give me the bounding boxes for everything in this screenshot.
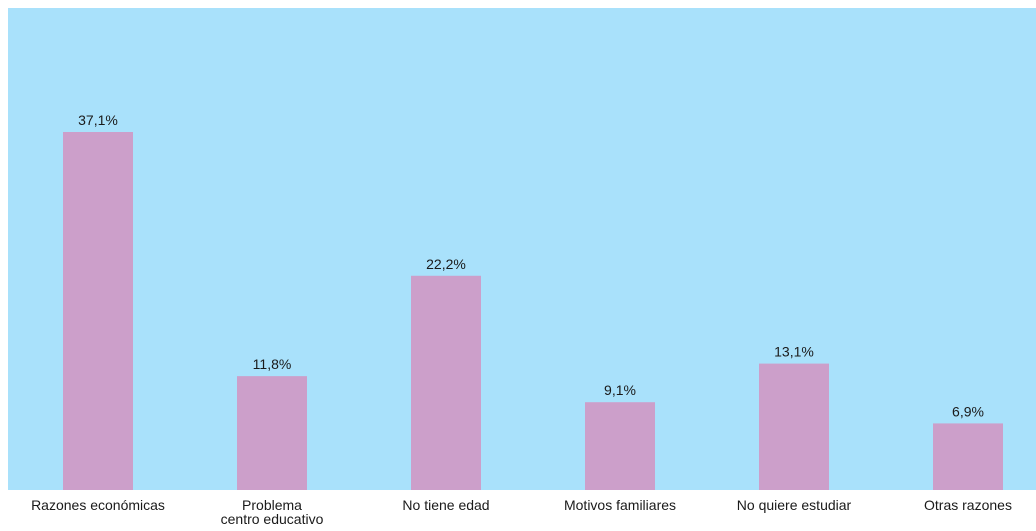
value-labels-layer: 37,1% 11,8% 22,2% 9,1% 13,1% 6,9% [78, 112, 984, 419]
bars-layer [63, 132, 1003, 490]
plot-background [8, 8, 1036, 490]
bar [585, 402, 655, 490]
bar [411, 275, 481, 490]
bar-value-label: 11,8% [253, 356, 292, 372]
category-label: Razones económicas [31, 497, 165, 513]
bar-value-label: 22,2% [426, 256, 466, 272]
category-label: Problema centro educativo [221, 497, 324, 527]
category-label: No tiene edad [402, 497, 489, 513]
bar-value-label: 37,1% [78, 112, 118, 128]
bar [63, 132, 133, 490]
bar [759, 363, 829, 490]
bar [933, 423, 1003, 490]
category-label: Motivos familiares [564, 497, 676, 513]
category-label: Otras razones [924, 497, 1012, 513]
category-labels-layer: Razones económicas Problema centro educati… [31, 497, 1012, 527]
bar-value-label: 13,1% [774, 344, 814, 360]
category-label: No quiere estudiar [737, 497, 852, 513]
bar-value-label: 9,1% [604, 382, 636, 398]
bar [237, 376, 307, 490]
bar-value-label: 6,9% [952, 403, 984, 419]
